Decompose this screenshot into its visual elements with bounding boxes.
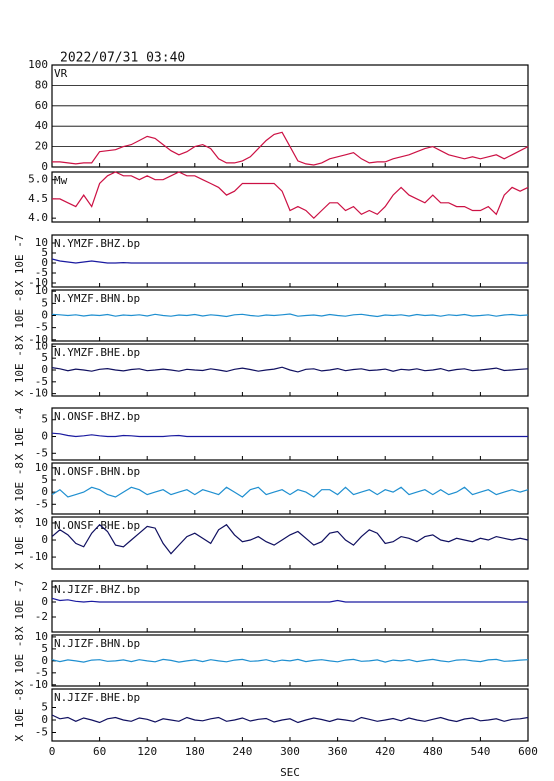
y-tick-label: 0	[41, 485, 48, 498]
y-tick-label: 10	[35, 461, 48, 474]
y-tick-label: -10	[28, 276, 48, 289]
axis-unit-label: X 10E -8	[13, 634, 26, 687]
data-line	[51, 597, 528, 603]
panel-label: N.ONSF.BHZ.bp	[54, 410, 140, 423]
y-tick-label: 100	[28, 58, 48, 71]
x-tick-label: 420	[375, 745, 395, 758]
y-tick-label: 10	[35, 516, 48, 529]
x-tick-label: 240	[232, 745, 252, 758]
y-tick-label: 5	[41, 701, 48, 714]
y-tick-label: -5	[35, 375, 48, 388]
y-tick-label: 0	[41, 430, 48, 443]
panel-label: N.YMZF.BHN.bp	[54, 292, 140, 305]
y-tick-label: -10	[28, 387, 48, 400]
panel-label: Mw	[54, 174, 68, 187]
y-tick-label: 10	[35, 339, 48, 352]
data-line	[51, 258, 528, 264]
y-tick-label: -10	[28, 333, 48, 346]
data-line	[52, 131, 529, 166]
y-tick-label: -2	[35, 610, 48, 623]
axis-unit-label: X 10E -8	[13, 289, 26, 342]
y-tick-label: -5	[35, 321, 48, 334]
y-tick-label: 5.0	[28, 173, 48, 186]
y-tick-label: 0	[41, 256, 48, 269]
axis-unit-label: X 10E -7	[13, 580, 26, 633]
y-tick-label: 5	[41, 642, 48, 655]
data-line	[51, 714, 529, 724]
data-line	[51, 486, 529, 498]
axis-unit-label: X 10E -8	[13, 517, 26, 570]
y-tick-label: 2	[41, 580, 48, 593]
y-tick-label: 10	[35, 236, 48, 249]
panel-label: N.JIZF.BHZ.bp	[54, 583, 140, 596]
y-tick-label: -5	[35, 497, 48, 510]
panel-label: N.JIZF.BHE.bp	[54, 691, 140, 704]
panel-frame	[51, 64, 529, 168]
x-tick-label: 480	[423, 745, 443, 758]
panel-label: N.ONSF.BHE.bp	[54, 519, 140, 532]
y-tick-label: -5	[35, 726, 48, 739]
y-tick-label: 10	[35, 630, 48, 643]
y-tick-label: 10	[35, 284, 48, 297]
chart-title: 2022/07/31 03:40	[60, 51, 185, 66]
x-tick-label: 60	[93, 745, 106, 758]
data-line	[51, 313, 529, 318]
y-tick-label: -5	[35, 666, 48, 679]
axis-unit-label: X 10E -8	[13, 689, 26, 742]
data-line	[52, 171, 529, 220]
data-line	[51, 523, 529, 555]
axis-unit-label: X 10E -4	[13, 407, 26, 460]
y-tick-label: 80	[35, 78, 48, 91]
x-tick-label: 0	[49, 745, 56, 758]
axis-unit-label: X 10E -8	[13, 344, 26, 397]
y-tick-label: 4.5	[28, 192, 48, 205]
x-tick-label: 540	[470, 745, 490, 758]
y-tick-label: 0	[41, 654, 48, 667]
panel-label: N.JIZF.BHN.bp	[54, 637, 140, 650]
panel-frame	[51, 171, 529, 223]
y-tick-label: 5	[41, 351, 48, 364]
y-tick-label: -10	[28, 550, 48, 563]
y-tick-label: 5	[41, 413, 48, 426]
y-tick-label: -10	[28, 678, 48, 691]
x-tick-label: 120	[137, 745, 157, 758]
x-tick-label: 300	[280, 745, 300, 758]
y-tick-label: 0	[41, 160, 48, 173]
y-tick-label: 5	[41, 473, 48, 486]
panel-label: N.YMZF.BHE.bp	[54, 346, 140, 359]
y-tick-label: 0	[41, 309, 48, 322]
y-tick-label: 0	[41, 595, 48, 608]
data-line	[51, 432, 528, 438]
y-tick-label: 0	[41, 713, 48, 726]
panel-label: N.ONSF.BHN.bp	[54, 465, 140, 478]
data-line	[51, 658, 529, 663]
y-tick-label: 4.0	[28, 211, 48, 224]
x-tick-label: 180	[185, 745, 205, 758]
y-tick-label: -5	[35, 446, 48, 459]
y-tick-label: 0	[41, 533, 48, 546]
y-tick-label: -5	[35, 266, 48, 279]
axis-unit-label: X 10E -8	[13, 462, 26, 515]
y-tick-label: 0	[41, 363, 48, 376]
x-tick-label: 360	[328, 745, 348, 758]
axis-unit-label: X 10E -7	[13, 235, 26, 288]
y-tick-label: 60	[35, 99, 48, 112]
y-tick-label: 40	[35, 119, 48, 132]
panel-label: N.YMZF.BHZ.bp	[54, 237, 140, 250]
y-tick-label: 5	[41, 246, 48, 259]
panel-label: VR	[54, 67, 68, 80]
data-line	[51, 366, 529, 373]
y-tick-label: 5	[41, 296, 48, 309]
y-tick-label: 20	[35, 140, 48, 153]
x-axis-label: SEC	[280, 766, 300, 779]
x-tick-label: 600	[518, 745, 538, 758]
